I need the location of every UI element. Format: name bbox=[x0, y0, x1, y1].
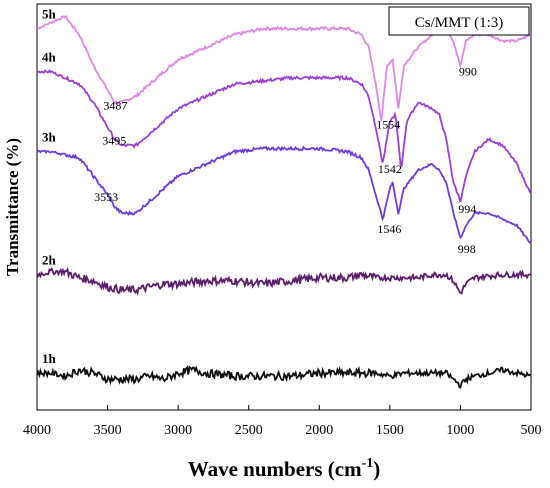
x-axis-ticks: 4000 3500 3000 2500 2000 1500 1000 500 bbox=[23, 405, 542, 438]
x-tick-label: 2500 bbox=[235, 423, 263, 438]
x-tick-label: 2000 bbox=[305, 423, 333, 438]
peak-label: 998 bbox=[458, 242, 476, 256]
x-axis-label-close: ) bbox=[373, 457, 380, 481]
series-labels: 5h 4h 3h 2h 1h bbox=[42, 7, 57, 366]
peak-label: 1546 bbox=[377, 222, 401, 236]
series-label-1h: 1h bbox=[42, 351, 57, 366]
legend-box bbox=[388, 6, 530, 36]
series-label-3h: 3h bbox=[42, 130, 57, 145]
x-tick-label: 3500 bbox=[94, 423, 122, 438]
series-line-1h bbox=[36, 365, 532, 389]
legend: Cs/MMT (1:3) bbox=[388, 6, 530, 36]
x-tick-label: 3000 bbox=[164, 423, 192, 438]
peak-label: 994 bbox=[458, 202, 476, 216]
series-label-4h: 4h bbox=[42, 50, 57, 65]
peak-label: 3553 bbox=[94, 190, 118, 204]
x-tick-label: 1000 bbox=[446, 423, 474, 438]
peak-label: 3487 bbox=[103, 98, 127, 112]
x-tick-label: 1500 bbox=[376, 423, 404, 438]
peak-label: 1542 bbox=[378, 162, 402, 176]
series-line-2h bbox=[36, 266, 531, 296]
x-tick-label: 500 bbox=[521, 423, 542, 438]
peak-label: 3495 bbox=[102, 133, 126, 147]
legend-text: Cs/MMT (1:3) bbox=[415, 15, 503, 31]
peak-label: 990 bbox=[459, 64, 477, 78]
x-axis-label-sup: -1 bbox=[362, 456, 374, 471]
series-label-2h: 2h bbox=[42, 253, 57, 268]
series-layer bbox=[36, 15, 532, 389]
x-axis-label-main: Wave numbers (cm bbox=[188, 457, 362, 481]
peak-label: 1554 bbox=[376, 118, 400, 132]
series-line-3h bbox=[36, 145, 532, 244]
plot-frame bbox=[36, 3, 532, 411]
series-line-4h bbox=[36, 69, 532, 203]
series-label-5h: 5h bbox=[42, 7, 57, 22]
x-tick-label: 4000 bbox=[23, 423, 51, 438]
peak-labels: 3487 1554 990 3495 1542 994 3553 1546 998 bbox=[94, 64, 477, 256]
x-axis-label: Wave numbers (cm-1) bbox=[188, 456, 381, 481]
y-axis-label: Transmittance (%) bbox=[3, 138, 22, 276]
